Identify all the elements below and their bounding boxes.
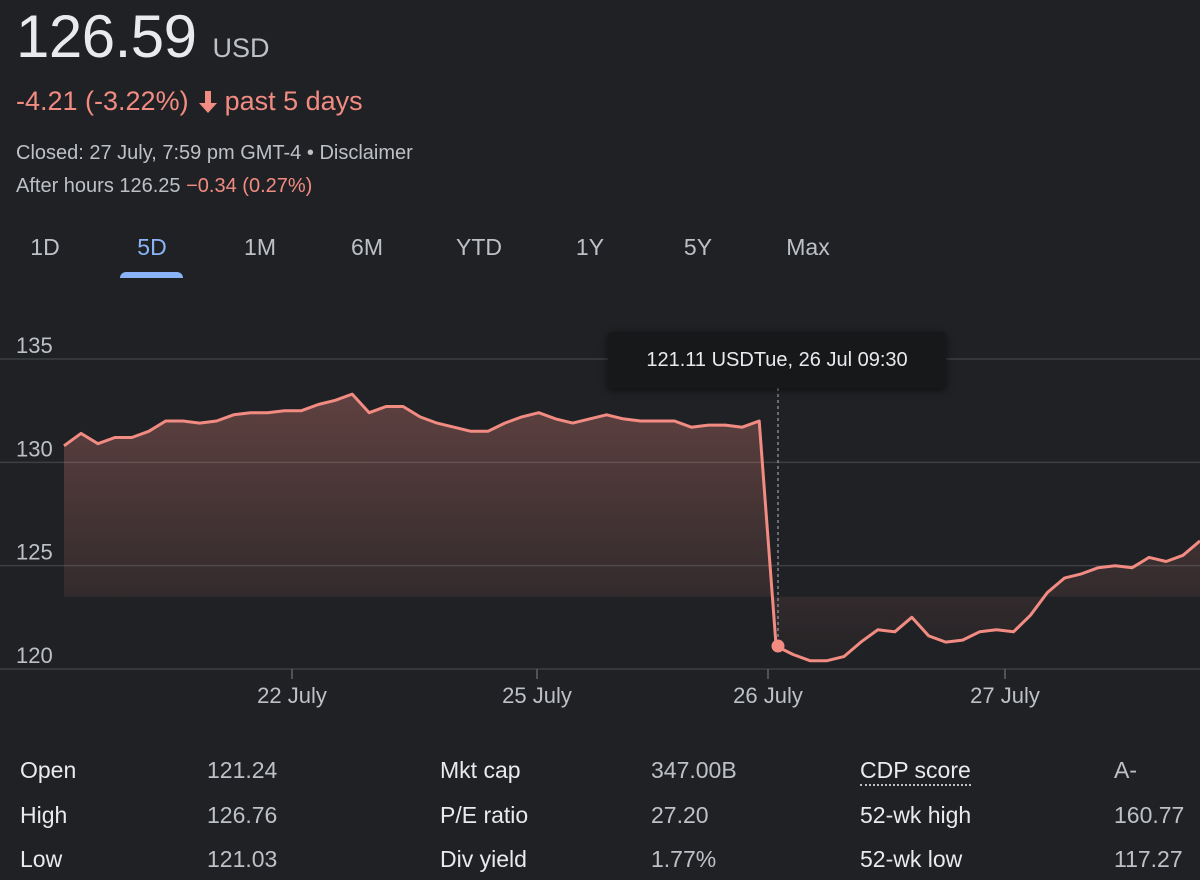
stat-label-cdp-score[interactable]: CDP score [860,757,971,786]
market-status: Closed: 27 July, 7:59 pm GMT-4 • Disclai… [16,142,413,165]
stat-label-high: High [20,802,68,828]
stat-value-cdp-score: A- [1114,757,1137,783]
change-value: -4.21 (-3.22%) [16,86,189,116]
y-tick-label-130: 130 [16,436,53,461]
disclaimer-link[interactable]: Disclaimer [319,142,413,164]
tab-6m[interactable]: 6M [351,234,383,260]
current-price: 126.59 [16,3,197,70]
arrow-down-icon [197,89,219,115]
tab-1y[interactable]: 1Y [575,234,605,260]
hover-point [771,639,785,653]
after-hours-price: After hours 126.25 [16,175,181,197]
change-period: past 5 days [224,86,363,116]
x-tick-label-1: 25 July [502,683,572,708]
stat-label-52wk-low: 52-wk low [860,846,963,872]
stat-value-52wk-high: 160.77 [1114,802,1185,828]
y-tick-label-135: 135 [16,333,53,358]
y-tick-label-125: 125 [16,540,53,565]
stat-value-div-yield: 1.77% [651,846,717,872]
chart-tooltip: 121.11 USD Tue, 26 Jul 09:30 [608,332,946,388]
x-tick-label-2: 26 July [733,683,803,708]
stat-value-52wk-low: 117.27 [1114,846,1183,872]
range-tabs: 1D 5D 1M 6M YTD 1Y 5Y Max [0,234,1200,280]
price-line [63,392,1200,663]
stat-value-high: 126.76 [207,802,278,828]
price-chart[interactable]: 135 130 125 120 22 July 25 July 26 July 27 July [0,300,1200,720]
closed-time: Closed: 27 July, 7:59 pm GMT-4 [16,142,302,164]
tab-1m[interactable]: 1M [244,234,276,260]
tab-1d[interactable]: 1D [30,234,60,260]
stat-value-low: 121.03 [207,846,278,872]
stat-label-open: Open [20,757,77,783]
price-area-fill [64,394,1200,661]
currency-label: USD [212,33,270,63]
stat-label-52wk-high: 52-wk high [860,802,972,828]
after-hours-change: −0.34 (0.27%) [186,175,313,197]
tooltip-price: 121.11 USD [646,348,754,371]
tab-ytd[interactable]: YTD [456,234,502,260]
stat-value-open: 121.24 [207,757,278,783]
y-tick-label-120: 120 [16,643,53,668]
price-change: -4.21 (-3.22%) past 5 days [16,86,363,117]
x-tick-label-3: 27 July [970,683,1040,708]
active-tab-indicator [120,272,183,278]
tab-5y[interactable]: 5Y [683,234,713,260]
after-hours: After hours 126.25 −0.34 (0.27%) [16,175,312,198]
stat-value-pe-ratio: 27.20 [651,802,709,828]
tooltip-time: Tue, 26 Jul 09:30 [753,348,908,371]
tab-5d[interactable]: 5D [137,234,167,260]
price-header: 126.59 USD [16,2,270,71]
stat-label-mkt-cap: Mkt cap [440,757,521,783]
tab-max[interactable]: Max [786,234,830,260]
stat-label-low: Low [20,846,63,872]
stat-label-pe-ratio: P/E ratio [440,802,529,828]
separator-dot: • [301,142,320,164]
stat-label-div-yield: Div yield [440,846,527,872]
x-tick-label-0: 22 July [257,683,327,708]
stat-value-mkt-cap: 347.00B [651,757,737,783]
